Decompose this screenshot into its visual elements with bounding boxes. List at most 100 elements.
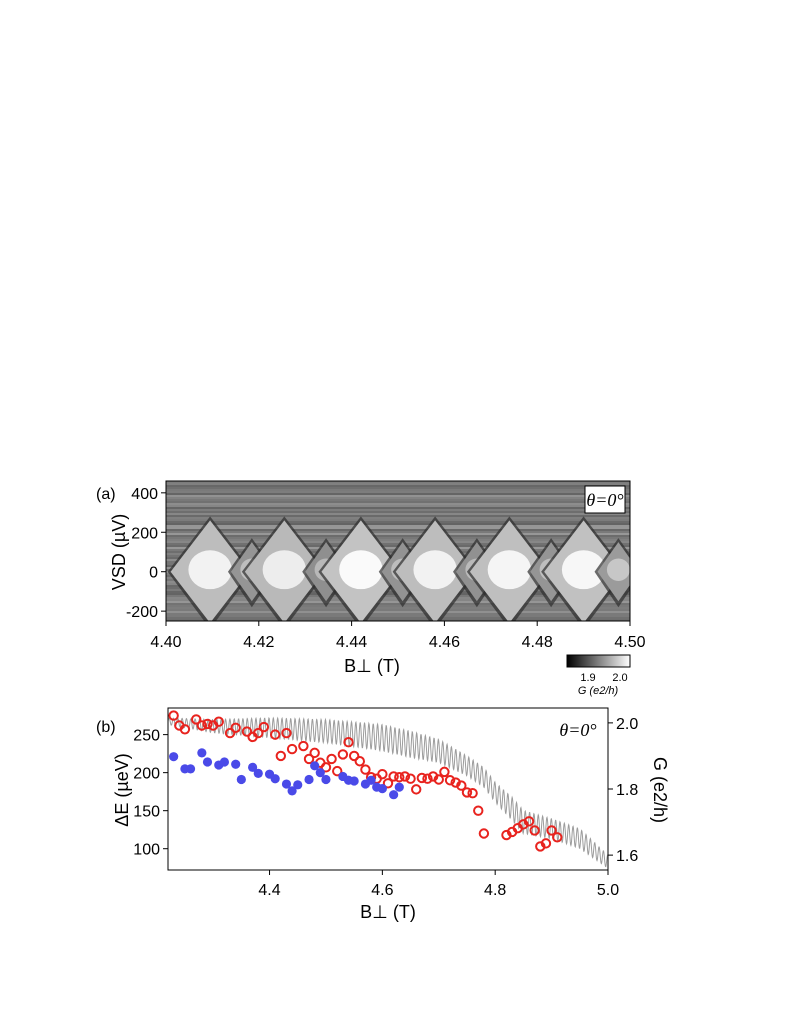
filled-circle-point [197, 748, 207, 758]
open-circle-point [444, 775, 456, 786]
heatmap-texture-row [166, 609, 630, 611]
open-circle-point [320, 762, 332, 773]
colorbar: 1.9 2.0 G (e2/h) [566, 654, 631, 697]
x-tick-label: 4.6 [371, 882, 393, 899]
x-tick-label: 5.0 [597, 882, 619, 899]
filled-circle-point [219, 757, 230, 767]
open-circle-point [337, 749, 349, 760]
open-circle-point [275, 750, 287, 762]
open-circle-point [168, 710, 179, 721]
colorbar-tick-2: 2.0 [612, 672, 627, 684]
heatmap-texture-row [166, 499, 630, 501]
panel-b-y-label: ΔE (µeV) [112, 753, 132, 826]
filled-circle-point [366, 775, 376, 785]
heatmap-texture-row [166, 607, 630, 609]
open-circle-point [405, 773, 416, 784]
open-circle-point [552, 832, 563, 843]
open-circle-point [461, 787, 473, 798]
heatmap-texture-row [166, 483, 630, 485]
panel-b-inset-label: θ=0° [559, 720, 596, 740]
open-circle-point [439, 766, 450, 778]
open-circle-point [456, 780, 467, 791]
heatmap-diamonds [167, 516, 630, 621]
heatmap-texture-row [166, 517, 630, 519]
heatmap-frame [165, 480, 631, 622]
diamond-core [262, 550, 307, 590]
y-tick-label: 250 [133, 728, 160, 745]
filled-circle-point [253, 768, 263, 779]
open-circle-point [546, 825, 557, 836]
x-tick-label: 4.44 [336, 634, 367, 651]
panel-b-label: (b) [96, 719, 116, 736]
open-circle-point [422, 773, 433, 784]
heatmap-texture-row [166, 505, 630, 507]
open-circle-point [230, 722, 241, 733]
open-circle-point [523, 816, 535, 827]
open-circle-point [433, 774, 444, 785]
heatmap-texture-row [166, 481, 630, 483]
open-circle-point [213, 716, 224, 727]
colorbar-label: G (e2/h) [578, 685, 619, 697]
open-circle-point [269, 729, 281, 740]
open-circle-point [309, 747, 320, 759]
open-circle-point [191, 714, 202, 725]
heatmap-texture-row [166, 509, 630, 511]
open-circle-point [343, 737, 354, 748]
panel-a-inset-label: θ=0° [586, 490, 623, 510]
y-tick-label: 400 [131, 486, 158, 503]
heatmap-texture-row [166, 513, 630, 515]
colorbar-tick-1: 1.9 [580, 672, 595, 684]
y-tick-label: 200 [131, 525, 158, 542]
panel-a-inset-box [584, 485, 626, 514]
diamond-core [339, 550, 383, 590]
heatmap-texture-row [166, 507, 630, 509]
heatmap-texture-row [166, 539, 630, 541]
conductance-line [168, 716, 608, 868]
panel-b-left-axis: 100 150 200 250 [133, 728, 168, 859]
filled-circle-point [169, 752, 179, 762]
heatmap-texture-row [166, 501, 630, 503]
heatmap-texture-row [166, 527, 630, 529]
panel-a-x-axis: 4.40 4.42 4.44 4.46 4.48 4.50 [150, 621, 646, 651]
open-circle-point [394, 772, 405, 783]
x-tick-label: 4.4 [258, 882, 280, 899]
heatmap-texture-row [166, 531, 630, 533]
filled-circle-point [236, 774, 246, 785]
heatmap-texture-row [166, 615, 630, 617]
heatmap-texture-row [166, 533, 630, 535]
filled-circle-point [349, 776, 359, 786]
heatmap-texture-row [166, 611, 630, 613]
heatmap-texture-row [166, 487, 630, 489]
filled-circle-point [377, 784, 387, 794]
heatmap-texture-row [166, 523, 630, 525]
heatmap-texture-row [166, 543, 630, 545]
open-circle-point [224, 727, 236, 739]
panel-b-y2-label: G (e2/h) [650, 757, 670, 823]
x-tick-label: 4.8 [484, 882, 506, 899]
open-circle-point [196, 720, 208, 731]
panel-b-right-axis: 1.6 1.8 2.0 [608, 716, 638, 865]
open-circle-point [281, 727, 292, 739]
open-circle-point [382, 778, 394, 789]
heatmap-texture-row [166, 613, 630, 615]
panel-b-x-axis: 4.4 4.6 4.8 5.0 [258, 870, 619, 899]
filled-circle-point [315, 768, 325, 778]
open-circle-point [298, 740, 309, 752]
heatmap-texture-row [166, 491, 630, 493]
open-circle-point [241, 726, 253, 737]
heatmap-texture-row [166, 521, 630, 523]
heatmap-texture-row [166, 605, 630, 607]
open-circle-point [258, 721, 270, 733]
y2-tick-label: 1.6 [616, 848, 638, 865]
y2-tick-label: 1.8 [616, 782, 638, 799]
filled-circle-point [394, 782, 404, 792]
filled-circle-point [310, 761, 320, 771]
diamond-core [188, 550, 232, 590]
open-circle-point [399, 771, 411, 782]
open-circle-point [360, 764, 371, 775]
heatmap-texture-row [166, 529, 630, 531]
heatmap-texture-row [166, 601, 630, 603]
conductance-trace [168, 716, 608, 868]
x-tick-label: 4.46 [429, 634, 460, 651]
